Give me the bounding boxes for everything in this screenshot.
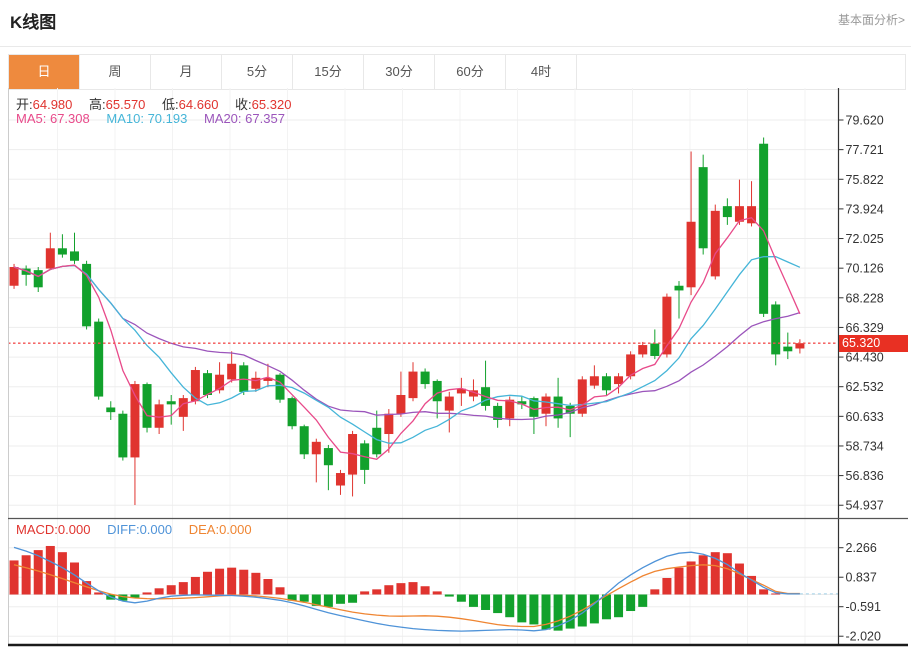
ma5-label: MA5:	[16, 111, 47, 126]
tab-week[interactable]: 周	[80, 55, 151, 89]
svg-text:2.266: 2.266	[846, 541, 877, 555]
ma20-value: 67.357	[245, 111, 285, 126]
open-value: 64.980	[32, 97, 73, 112]
svg-text:72.025: 72.025	[846, 232, 884, 246]
svg-text:79.620: 79.620	[846, 114, 884, 128]
fundamental-analysis-link[interactable]: 基本面分析>	[837, 13, 905, 27]
tab-day[interactable]: 日	[9, 55, 80, 89]
header-divider	[0, 46, 911, 47]
low-value: 64.660	[178, 97, 219, 112]
ma5-value: 67.308	[49, 111, 90, 126]
tab-15min[interactable]: 15分	[293, 55, 364, 89]
high-value: 65.570	[105, 97, 146, 112]
current-price-badge: 65.320	[839, 335, 908, 352]
tab-30min[interactable]: 30分	[364, 55, 435, 89]
interval-tab-bar: 日 周 月 5分 15分 30分 60分 4时	[8, 54, 906, 90]
tab-5min[interactable]: 5分	[222, 55, 293, 89]
svg-text:64.430: 64.430	[846, 351, 884, 365]
svg-text:54.937: 54.937	[846, 499, 884, 513]
tab-month[interactable]: 月	[151, 55, 222, 89]
svg-text:56.836: 56.836	[846, 469, 884, 483]
svg-text:0.837: 0.837	[846, 571, 877, 585]
macd-value: 0.000	[57, 522, 91, 537]
close-label: 收:	[235, 97, 252, 112]
svg-text:-2.020: -2.020	[846, 630, 881, 644]
svg-text:66.329: 66.329	[846, 321, 884, 335]
ohlc-readout: 开:64.980 高:65.570 低:64.660 收:65.320	[16, 94, 304, 113]
svg-text:70.126: 70.126	[846, 262, 884, 276]
page-title: K线图	[10, 13, 57, 32]
ma10-value: 70.193	[147, 111, 188, 126]
low-label: 低:	[162, 97, 179, 112]
ma10-label: MA10:	[106, 111, 144, 126]
tab-4hour[interactable]: 4时	[506, 55, 577, 89]
macd-readout: MACD:0.000 DIFF:0.000 DEA:0.000	[16, 522, 265, 537]
tab-60min[interactable]: 60分	[435, 55, 506, 89]
dea-value: 0.000	[219, 522, 252, 537]
svg-text:58.734: 58.734	[846, 439, 884, 453]
diff-label: DIFF:	[107, 522, 140, 537]
kline-chart: 79.620 77.721 75.822 73.924 72.025 70.126 68.2…	[8, 88, 908, 647]
high-label: 高:	[89, 97, 106, 112]
ma-readout: MA5: 67.308 MA10: 70.193 MA20: 67.357	[16, 111, 298, 126]
svg-text:75.822: 75.822	[846, 173, 884, 187]
macd-label: MACD:	[16, 522, 58, 537]
svg-text:73.924: 73.924	[846, 202, 884, 216]
svg-text:60.633: 60.633	[846, 410, 884, 424]
ma20-label: MA20:	[203, 111, 242, 126]
svg-text:77.721: 77.721	[846, 143, 884, 157]
diff-value: 0.000	[139, 522, 173, 537]
svg-text:62.532: 62.532	[846, 380, 884, 394]
svg-text:-0.591: -0.591	[846, 600, 881, 614]
close-value: 65.320	[251, 97, 292, 112]
open-label: 开:	[16, 97, 33, 112]
dea-label: DEA:	[188, 522, 220, 537]
svg-text:68.228: 68.228	[846, 291, 884, 305]
